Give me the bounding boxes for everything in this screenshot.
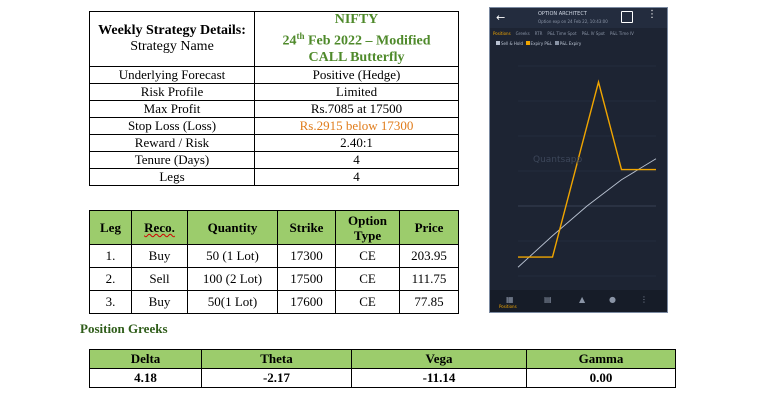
payoff-chart: [517, 65, 657, 277]
positions-nav-icon[interactable]: ▦: [506, 295, 514, 304]
gamma-value: 0.00: [526, 368, 676, 388]
position-greeks-title: Position Greeks: [80, 321, 168, 336]
strategy-name-value: NIFTY 24th Feb 2022 – Modified CALL Butt…: [254, 11, 459, 67]
gamma-header: Gamma: [526, 349, 676, 369]
strategy-name-label: Strategy Name: [130, 38, 214, 54]
chart-nav-icon[interactable]: ▲: [579, 295, 586, 304]
more-nav-icon[interactable]: ⋮: [640, 295, 648, 304]
greeks-table: Delta Theta Vega Gamma 4.18 -2.17 -11.14…: [89, 349, 676, 388]
strategy-type: CALL Butterfly: [308, 49, 405, 65]
leg-header: Leg: [89, 210, 132, 245]
greeks-header-row: Delta Theta Vega Gamma: [89, 349, 676, 369]
arrow-left-icon[interactable]: ←: [496, 11, 506, 24]
detail-row: Reward / Risk 2.40:1: [89, 133, 459, 152]
phone-title: OPTION ARCHITECT: [538, 11, 587, 17]
detail-row: Legs 4: [89, 167, 459, 186]
detail-row: Max Profit Rs.7085 at 17500: [89, 99, 459, 118]
legs-table: Leg Reco. Quantity Strike Option Type Pr…: [89, 210, 459, 314]
table-row: 1. Buy 50 (1 Lot) 17300 CE 203.95: [89, 244, 459, 268]
legs-header-row: Leg Reco. Quantity Strike Option Type Pr…: [89, 210, 459, 245]
strategy-details-table: Weekly Strategy Details: Strategy Name N…: [89, 11, 459, 186]
strategy-details-header: Weekly Strategy Details: Strategy Name: [89, 11, 255, 67]
option-type-header: Option Type: [335, 210, 400, 245]
tab-greeks[interactable]: Greeks: [515, 31, 530, 36]
table-row: 2. Sell 100 (2 Lot) 17500 CE 111.75: [89, 267, 459, 291]
quantsapp-watermark: Quantsapp: [533, 155, 583, 165]
detail-row: Stop Loss (Loss) Rs.2915 below 17300: [89, 116, 459, 135]
price-header: Price: [399, 210, 459, 245]
quantity-header: Quantity: [187, 210, 278, 245]
strike-header: Strike: [277, 210, 336, 245]
greeks-value-row: 4.18 -2.17 -11.14 0.00: [89, 368, 676, 388]
strategy-underlying: NIFTY: [334, 12, 379, 27]
strategy-details-label: Weekly Strategy Details:: [98, 22, 246, 38]
delta-header: Delta: [89, 349, 202, 369]
detail-row: Underlying Forecast Positive (Hedge): [89, 65, 459, 84]
expiry-payoff-line: [518, 79, 656, 258]
vega-value: -11.14: [351, 368, 527, 388]
delta-value: 4.18: [89, 368, 202, 388]
calculator-nav-icon[interactable]: ▤: [544, 295, 552, 304]
table-row: 3. Buy 50(1 Lot) 17600 CE 77.85: [89, 290, 459, 314]
save-icon[interactable]: [621, 11, 633, 23]
current-pl-line: [517, 158, 657, 268]
phone-navbar: ▦ ▤ ▲ ● ⋮ Positions: [490, 290, 667, 312]
strategy-date: 24th Feb 2022 – Modified: [282, 31, 431, 49]
reco-header: Reco.: [131, 210, 188, 245]
tab-pl-time-spot[interactable]: P&L Time Spot: [547, 31, 577, 36]
tab-pl-iv-spot[interactable]: P&L IV Spot: [581, 31, 605, 36]
tab-rtr[interactable]: RTR: [534, 31, 543, 36]
phone-topbar: ← OPTION ARCHITECT Option exp on 24 Feb …: [490, 8, 667, 28]
nav-label: Positions: [499, 304, 517, 309]
bell-nav-icon[interactable]: ●: [609, 295, 616, 304]
tab-pl-time-iv[interactable]: P&L Time IV: [609, 31, 634, 36]
theta-value: -2.17: [201, 368, 352, 388]
phone-subtitle: Option exp on 24 Feb 22, 10:43:00: [538, 19, 608, 24]
phone-tabs: Positions Greeks RTR P&L Time Spot P&L I…: [490, 28, 667, 39]
phone-legend: Sell & Hold Expiry P&L P&L Expiry: [490, 39, 667, 49]
more-icon[interactable]: ⋮: [647, 9, 657, 20]
vega-header: Vega: [351, 349, 527, 369]
payoff-phone-screenshot: ← OPTION ARCHITECT Option exp on 24 Feb …: [489, 7, 668, 313]
theta-header: Theta: [201, 349, 352, 369]
tab-positions[interactable]: Positions: [493, 31, 511, 36]
detail-row: Tenure (Days) 4: [89, 150, 459, 169]
detail-row: Risk Profile Limited: [89, 82, 459, 101]
stop-loss-value: Rs.2915 below 17300: [254, 116, 459, 135]
